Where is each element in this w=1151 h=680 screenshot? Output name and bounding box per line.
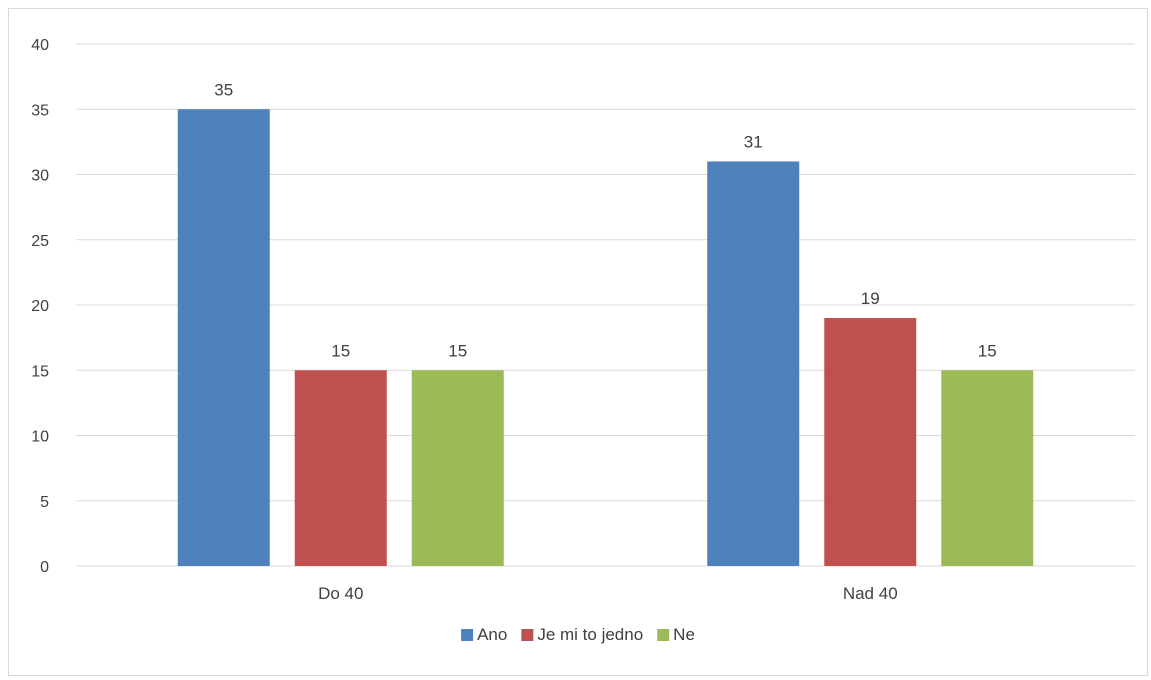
bars [177,109,1034,566]
legend-label: Ano [477,625,507,644]
data-label: 35 [214,80,233,99]
y-tick-label: 40 [31,37,49,54]
bar-je-mi-to-jedno-0 [294,370,387,566]
data-label: 15 [978,341,997,360]
y-tick-label: 25 [31,233,49,250]
data-label: 15 [448,341,467,360]
bar-ano-1 [707,161,800,566]
x-tick-label: Do 40 [318,584,363,603]
bar-ne-0 [411,370,504,566]
data-label: 15 [331,341,350,360]
data-label: 19 [861,289,880,308]
y-tick-label: 0 [40,559,49,576]
chart-frame: 0 5 10 15 20 25 30 35 40 35 15 15 31 19 15 Do 40 Nad 4… [8,8,1148,676]
y-axis-ticks: 0 5 10 15 20 25 30 35 40 [31,37,49,576]
bar-ano-0 [177,109,270,566]
bar-chart: 0 5 10 15 20 25 30 35 40 35 15 15 31 19 15 Do 40 Nad 4… [31,37,1135,644]
legend-label: Je mi to jedno [537,625,643,644]
x-axis-ticks: Do 40 Nad 40 [318,584,898,603]
x-tick-label: Nad 40 [843,584,898,603]
legend-label: Ne [673,625,695,644]
legend-swatch-ano [461,629,474,641]
y-tick-label: 10 [31,429,49,446]
bar-ne-1 [941,370,1034,566]
legend: Ano Je mi to jedno Ne [461,625,695,644]
y-tick-label: 35 [31,102,49,119]
y-tick-label: 30 [31,168,49,185]
legend-swatch-je-mi-to-jedno [521,629,534,641]
y-tick-label: 5 [40,494,49,511]
legend-swatch-ne [657,629,670,641]
data-label: 31 [744,132,763,151]
bar-je-mi-to-jedno-1 [824,318,917,566]
y-tick-label: 15 [31,363,49,380]
y-tick-label: 20 [31,298,49,315]
data-labels: 35 15 15 31 19 15 [214,80,996,360]
